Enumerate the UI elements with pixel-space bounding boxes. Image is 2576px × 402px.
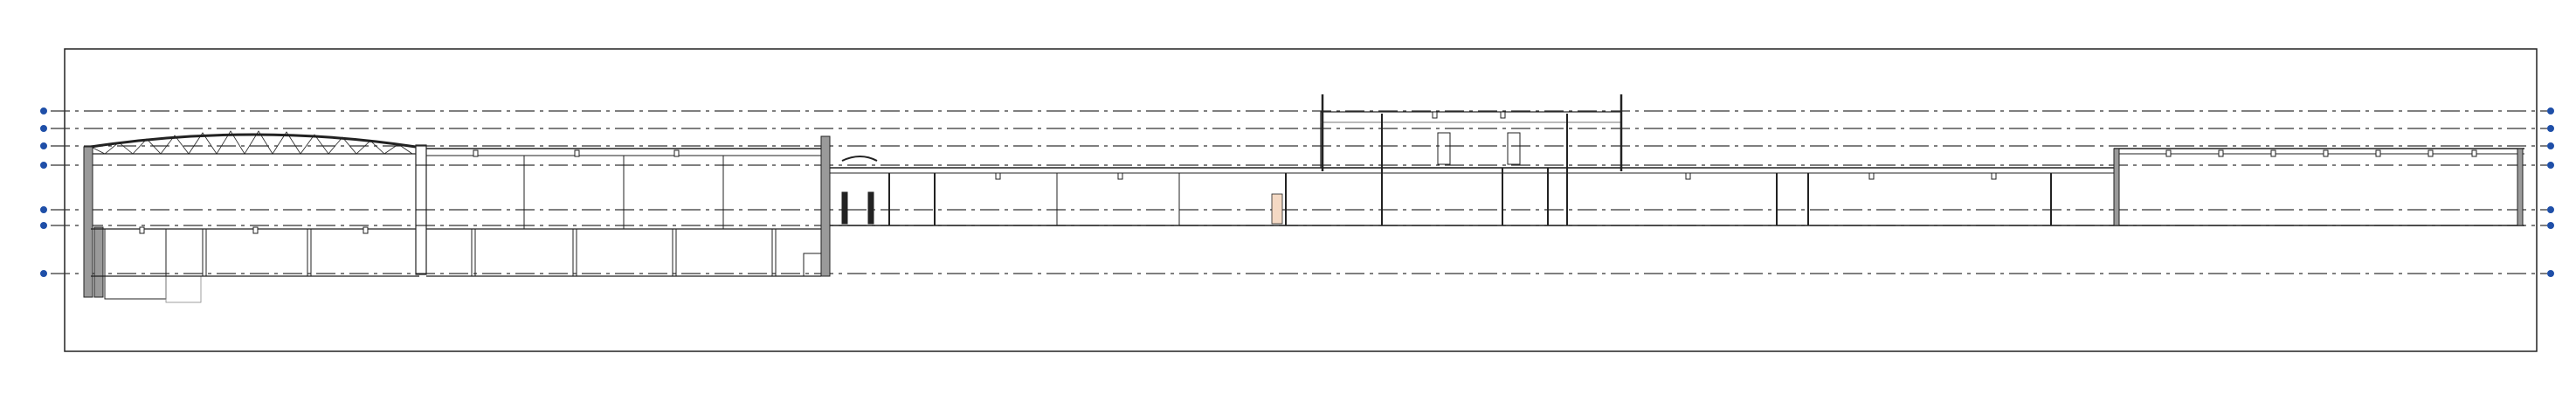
door-opening	[867, 191, 874, 225]
core-wall	[820, 135, 831, 277]
level-marker-icon	[40, 125, 47, 132]
feature-panel	[1271, 193, 1283, 225]
level-marker-icon	[2547, 142, 2554, 149]
window	[1437, 132, 1451, 165]
level-marker-icon	[40, 270, 47, 277]
raised-volume	[1320, 111, 1622, 169]
level-marker-icon	[40, 142, 47, 149]
level-marker-icon	[2547, 125, 2554, 132]
west-ramp	[165, 275, 202, 303]
middle-wing	[830, 94, 2524, 226]
column-lower	[307, 228, 312, 277]
stair	[803, 253, 822, 277]
level-marker-icon	[2547, 107, 2554, 114]
level-marker-icon	[40, 162, 47, 169]
entrance-canopy	[841, 156, 878, 162]
west-block	[83, 130, 427, 303]
drawing-frame	[64, 48, 2538, 352]
roof-truss-webs	[90, 130, 413, 155]
roof-truss-top-chord	[90, 133, 417, 149]
east-stair-core	[415, 144, 427, 275]
west-basement	[104, 228, 167, 300]
column-lower	[771, 228, 777, 277]
level-marker-icon	[40, 206, 47, 213]
window	[1507, 132, 1521, 165]
west-wall-inner	[93, 226, 104, 298]
level-marker-icon	[2547, 270, 2554, 277]
level-lines	[51, 110, 2547, 274]
level-marker-icon	[2547, 162, 2554, 169]
level-markers-right	[2547, 107, 2554, 277]
level-marker-icon	[40, 107, 47, 114]
column-lower	[471, 228, 476, 277]
west-wall	[83, 146, 93, 298]
east-block	[2113, 148, 2524, 226]
level-marker-icon	[2547, 222, 2554, 229]
purlin-marks	[139, 111, 2477, 234]
column-lower	[672, 228, 677, 277]
column-lower	[572, 228, 577, 277]
level-marker-icon	[2547, 206, 2554, 213]
column-lower	[202, 228, 207, 277]
east-wall	[2113, 148, 2120, 226]
bay-two	[202, 135, 831, 277]
door-opening	[841, 191, 848, 225]
level-markers-left	[40, 107, 47, 277]
east-end-wall	[2517, 148, 2524, 226]
level-marker-icon	[40, 222, 47, 229]
